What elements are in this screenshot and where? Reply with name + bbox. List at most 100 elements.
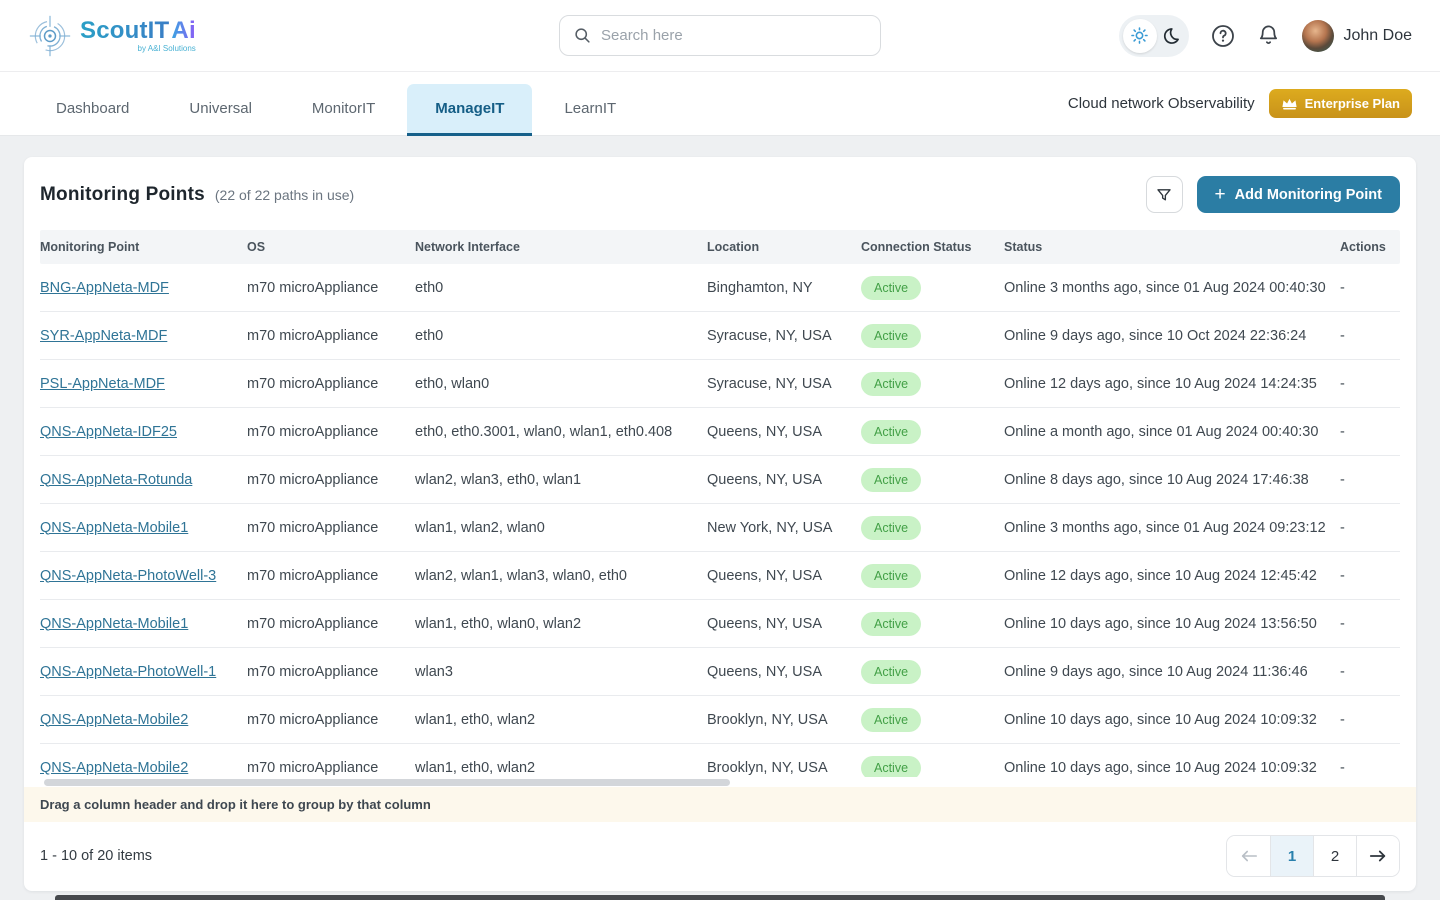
monitoring-point-link[interactable]: PSL-AppNeta-MDF xyxy=(40,375,165,392)
actions-cell: - xyxy=(1340,615,1345,632)
table-row: QNS-AppNeta-Mobile1 m70 microAppliance w… xyxy=(40,504,1400,552)
table-row: QNS-AppNeta-PhotoWell-1 m70 microApplian… xyxy=(40,648,1400,696)
location-cell: Syracuse, NY, USA xyxy=(707,327,832,344)
table-header-row: Monitoring Point OS Network Interface Lo… xyxy=(40,230,1400,264)
monitoring-point-link[interactable]: QNS-AppNeta-Mobile2 xyxy=(40,760,189,776)
interfaces-cell: eth0, wlan0 xyxy=(415,375,490,392)
monitoring-point-link[interactable]: QNS-AppNeta-IDF25 xyxy=(40,423,177,440)
tab-dashboard[interactable]: Dashboard xyxy=(28,84,157,136)
connection-status-badge: Active xyxy=(861,563,922,588)
funnel-icon xyxy=(1156,187,1172,203)
monitoring-point-link[interactable]: QNS-AppNeta-Mobile1 xyxy=(40,615,189,632)
connection-status-badge: Active xyxy=(861,515,922,540)
table-row: PSL-AppNeta-MDF m70 microAppliance eth0,… xyxy=(40,360,1400,408)
crown-icon xyxy=(1281,97,1298,110)
connection-status-badge: Active xyxy=(861,275,922,300)
actions-cell: - xyxy=(1340,760,1345,776)
sun-icon[interactable] xyxy=(1122,18,1157,53)
table-row: BNG-AppNeta-MDF m70 microAppliance eth0 … xyxy=(40,264,1400,312)
interfaces-cell: eth0 xyxy=(415,327,444,344)
tab-monitorit[interactable]: MonitorIT xyxy=(284,84,403,136)
scrollbar-thumb[interactable] xyxy=(44,779,730,786)
location-cell: Queens, NY, USA xyxy=(707,663,822,680)
search-input[interactable] xyxy=(601,27,866,44)
theme-toggle[interactable] xyxy=(1118,14,1189,57)
interfaces-cell: wlan2, wlan3, eth0, wlan1 xyxy=(415,471,582,488)
search-box[interactable] xyxy=(559,15,881,56)
os-cell: m70 microAppliance xyxy=(247,567,379,584)
interfaces-cell: eth0 xyxy=(415,279,444,296)
horizontal-scrollbar[interactable] xyxy=(40,778,1400,787)
actions-cell: - xyxy=(1340,663,1345,680)
interfaces-cell: wlan1, wlan2, wlan0 xyxy=(415,519,545,536)
column-header-monitoring-point[interactable]: Monitoring Point xyxy=(40,240,140,254)
tab-universal[interactable]: Universal xyxy=(161,84,280,136)
notifications-button[interactable] xyxy=(1257,24,1280,47)
monitoring-point-link[interactable]: SYR-AppNeta-MDF xyxy=(40,327,168,344)
connection-status-badge: Active xyxy=(861,323,922,348)
os-cell: m70 microAppliance xyxy=(247,760,379,776)
location-cell: New York, NY, USA xyxy=(707,519,833,536)
prev-page-button[interactable] xyxy=(1227,836,1270,876)
user-menu[interactable]: John Doe xyxy=(1301,19,1412,52)
column-header-network-interface[interactable]: Network Interface xyxy=(415,240,520,254)
connection-status-badge: Active xyxy=(861,707,922,732)
actions-cell: - xyxy=(1340,471,1345,488)
status-cell: Online 10 days ago, since 10 Aug 2024 10… xyxy=(1004,711,1317,728)
table-row: SYR-AppNeta-MDF m70 microAppliance eth0 … xyxy=(40,312,1400,360)
monitoring-point-link[interactable]: QNS-AppNeta-PhotoWell-3 xyxy=(40,567,217,584)
column-header-status[interactable]: Status xyxy=(1004,240,1043,254)
table-row: QNS-AppNeta-PhotoWell-3 m70 microApplian… xyxy=(40,552,1400,600)
column-header-os[interactable]: OS xyxy=(247,240,266,254)
column-header-location[interactable]: Location xyxy=(707,240,760,254)
actions-cell: - xyxy=(1340,711,1345,728)
page-1-button[interactable]: 1 xyxy=(1270,836,1313,876)
table-row: QNS-AppNeta-Mobile2 m70 microAppliance w… xyxy=(40,696,1400,744)
tab-manageit[interactable]: ManageIT xyxy=(407,84,533,136)
monitoring-point-link[interactable]: QNS-AppNeta-Mobile2 xyxy=(40,711,189,728)
panel-subtitle: (22 of 22 paths in use) xyxy=(214,186,355,203)
arrow-left-icon xyxy=(1240,849,1258,863)
next-page-button[interactable] xyxy=(1356,836,1399,876)
page-2-button[interactable]: 2 xyxy=(1313,836,1356,876)
status-cell: Online 3 months ago, since 01 Aug 2024 0… xyxy=(1004,279,1326,296)
logo-tagline: by A&I Solutions xyxy=(137,43,196,53)
add-monitoring-point-button[interactable]: + Add Monitoring Point xyxy=(1196,176,1400,213)
table-body: BNG-AppNeta-MDF m70 microAppliance eth0 … xyxy=(40,264,1400,777)
connection-status-badge: Active xyxy=(861,611,922,636)
observability-label: Cloud network Observability xyxy=(1067,95,1255,112)
location-cell: Queens, NY, USA xyxy=(707,567,822,584)
moon-icon[interactable] xyxy=(1161,26,1181,46)
table-row: QNS-AppNeta-Mobile1 m70 microAppliance w… xyxy=(40,600,1400,648)
group-by-dropzone[interactable]: Drag a column header and drop it here to… xyxy=(24,787,1416,822)
monitoring-point-link[interactable]: BNG-AppNeta-MDF xyxy=(40,279,169,296)
interfaces-cell: wlan1, eth0, wlan2 xyxy=(415,760,536,776)
arrow-right-icon xyxy=(1369,849,1387,863)
location-cell: Binghamton, NY xyxy=(707,279,813,296)
connection-status-badge: Active xyxy=(861,371,922,396)
actions-cell: - xyxy=(1340,375,1345,392)
actions-cell: - xyxy=(1340,567,1345,584)
dock-edge xyxy=(55,895,1385,900)
pagination-summary: 1 - 10 of 20 items xyxy=(40,848,153,864)
monitoring-points-table: Monitoring Point OS Network Interface Lo… xyxy=(24,230,1416,787)
status-cell: Online 8 days ago, since 10 Aug 2024 17:… xyxy=(1004,471,1309,488)
column-header-actions[interactable]: Actions xyxy=(1340,240,1386,254)
help-button[interactable] xyxy=(1211,24,1235,48)
main-nav: Dashboard Universal MonitorIT ManageIT L… xyxy=(0,72,1440,136)
actions-cell: - xyxy=(1340,279,1345,296)
monitoring-point-link[interactable]: QNS-AppNeta-PhotoWell-1 xyxy=(40,663,217,680)
status-cell: Online 9 days ago, since 10 Oct 2024 22:… xyxy=(1004,327,1307,344)
table-row: QNS-AppNeta-Mobile2 m70 microAppliance w… xyxy=(40,744,1400,777)
monitoring-point-link[interactable]: QNS-AppNeta-Rotunda xyxy=(40,471,193,488)
filter-button[interactable] xyxy=(1145,176,1183,213)
column-header-connection-status[interactable]: Connection Status xyxy=(861,240,972,254)
actions-cell: - xyxy=(1340,327,1345,344)
monitoring-point-link[interactable]: QNS-AppNeta-Mobile1 xyxy=(40,519,189,536)
tab-learnit[interactable]: LearnIT xyxy=(536,84,644,136)
plan-badge-label: Enterprise Plan xyxy=(1304,96,1400,111)
status-cell: Online 3 months ago, since 01 Aug 2024 0… xyxy=(1004,519,1326,536)
plan-badge[interactable]: Enterprise Plan xyxy=(1268,89,1412,118)
app-logo[interactable]: ScoutITAi by A&I Solutions xyxy=(28,14,358,58)
plus-icon: + xyxy=(1214,184,1226,205)
